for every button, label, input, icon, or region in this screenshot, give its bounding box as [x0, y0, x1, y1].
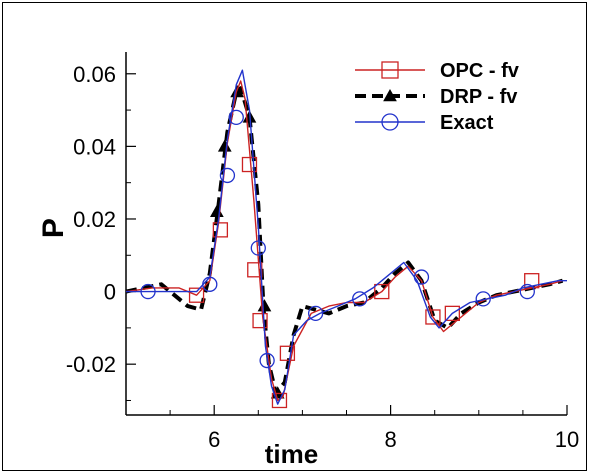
data-point [374, 283, 390, 300]
data-point [252, 312, 268, 329]
x-tick-label: 10 [555, 427, 579, 452]
data-point [475, 291, 491, 307]
series-line [125, 86, 564, 396]
data-point [425, 309, 441, 325]
data-point [217, 139, 232, 152]
data-point [202, 276, 218, 292]
plot-frame [2, 2, 587, 471]
data-point [209, 204, 224, 218]
y-axis-title: P [37, 218, 70, 238]
legend-entry: OPC - fv [355, 60, 520, 82]
data-point [271, 392, 288, 409]
data-point [212, 222, 229, 238]
legend-marker [381, 61, 399, 79]
legend-label: OPC - fv [440, 60, 520, 82]
data-point [219, 167, 236, 184]
y-tick-label: 0.06 [73, 62, 116, 87]
y-tick-label: 0.02 [73, 207, 116, 232]
y-tick-label: 0 [104, 280, 116, 305]
data-point [524, 273, 540, 289]
series-line [125, 80, 563, 402]
data-point [250, 240, 266, 256]
y-tick-label: -0.02 [66, 352, 116, 377]
series-circle [126, 69, 567, 405]
data-point [188, 287, 205, 303]
x-tick-label: 8 [384, 427, 396, 452]
series-square [125, 80, 563, 409]
x-tick-label: 6 [208, 427, 220, 452]
legend-label: Exact [440, 112, 494, 134]
data-point [140, 283, 156, 300]
data-point [279, 345, 296, 361]
x-axis-title: time [265, 439, 318, 469]
data-point [444, 305, 460, 322]
legend-marker [381, 113, 399, 131]
data-point [228, 109, 244, 125]
data-point [259, 352, 275, 369]
data-point [257, 299, 272, 312]
data-point [241, 156, 258, 173]
data-point [352, 291, 368, 307]
legend-label: DRP - fv [440, 86, 518, 108]
data-point [307, 305, 324, 322]
series-line [126, 69, 567, 405]
legend-entry: DRP - fv [355, 86, 518, 108]
data-point [413, 269, 430, 285]
series-triangle [125, 84, 564, 399]
y-tick-label: 0.04 [73, 134, 116, 159]
data-point [519, 283, 535, 300]
legend-entry: Exact [355, 112, 494, 134]
legend-marker [383, 88, 397, 102]
data-point [247, 262, 263, 278]
